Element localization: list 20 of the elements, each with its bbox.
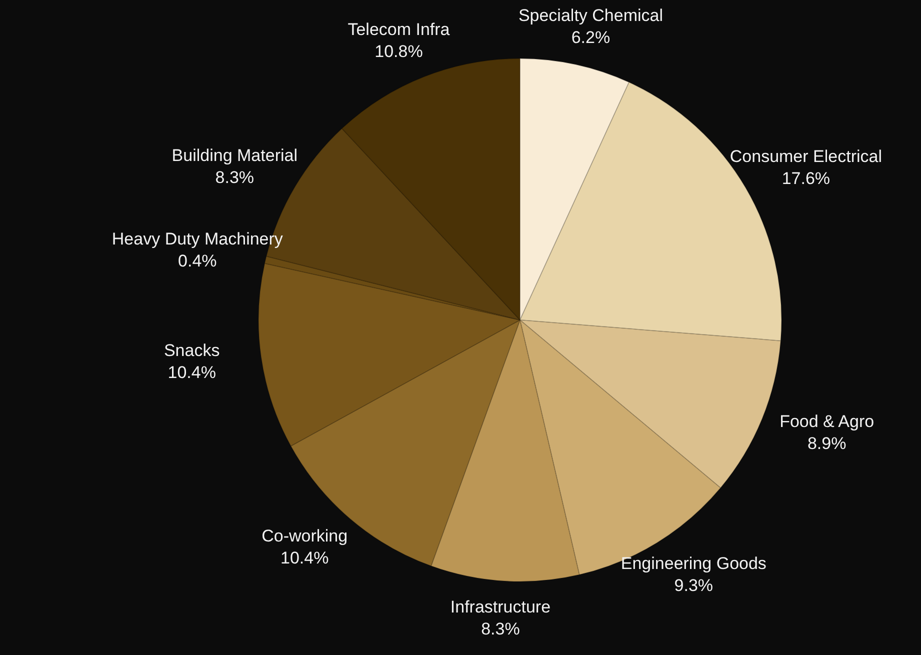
data-label: 8.3%	[215, 168, 254, 188]
slice-label: Food & Agro	[780, 412, 874, 432]
slice-label: Building Material	[172, 146, 298, 166]
slice-label: Snacks	[164, 341, 220, 360]
data-label: 8.3%	[481, 620, 520, 639]
data-label: 6.2%	[571, 28, 610, 48]
data-label: 0.4%	[178, 252, 217, 271]
data-label: 8.9%	[807, 434, 846, 454]
data-label: 9.3%	[674, 576, 714, 595]
data-label: 10.8%	[374, 42, 423, 61]
slice-label: Co-working	[262, 526, 348, 546]
slice-label: Heavy Duty Machinery	[112, 230, 284, 249]
data-label: 17.6%	[782, 169, 830, 188]
data-label: 10.4%	[168, 363, 216, 382]
slice-label: Engineering Goods	[620, 554, 766, 573]
slice-label: Telecom Infra	[348, 20, 450, 39]
slice-label: Consumer Electrical	[730, 147, 882, 166]
slice-label: Specialty Chemical	[518, 6, 663, 26]
slice-label: Infrastructure	[450, 598, 551, 617]
data-label: 10.4%	[280, 548, 329, 568]
